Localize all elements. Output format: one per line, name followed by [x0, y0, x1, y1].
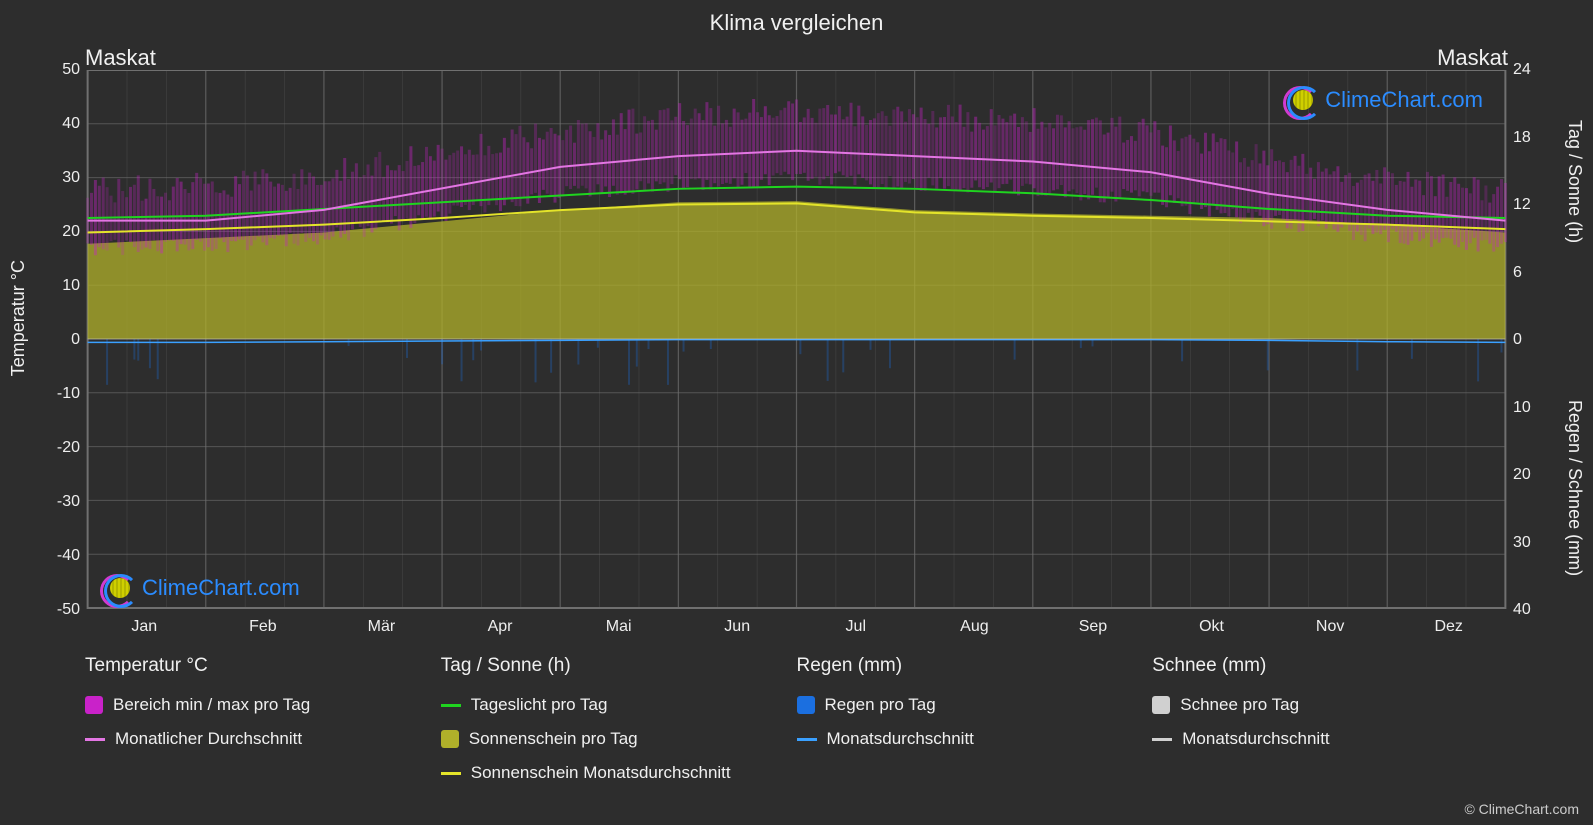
x-tick: Jul	[846, 618, 866, 636]
y-right-tick: 24	[1513, 61, 1543, 79]
brand-icon	[1283, 82, 1319, 118]
swatch-icon	[441, 704, 461, 707]
climate-chart: Klima vergleichen Maskat Maskat Temperat…	[0, 0, 1593, 825]
swatch-icon	[797, 738, 817, 741]
legend-head: Schnee (mm)	[1152, 655, 1508, 677]
legend-item: Tageslicht pro Tag	[441, 695, 797, 715]
legend-label: Monatsdurchschnitt	[827, 729, 974, 749]
y-left-tick: 40	[45, 115, 80, 133]
swatch-icon	[1152, 738, 1172, 741]
x-tick: Sep	[1079, 618, 1107, 636]
legend-label: Tageslicht pro Tag	[471, 695, 608, 715]
x-tick: Feb	[249, 618, 277, 636]
y-left-tick: 50	[45, 61, 80, 79]
swatch-icon	[441, 730, 459, 748]
chart-title: Klima vergleichen	[0, 10, 1593, 36]
y-right-tick: 18	[1513, 129, 1543, 147]
y-left-tick: -30	[45, 493, 80, 511]
y-right-axis-label-bottom: Regen / Schnee (mm)	[1564, 400, 1585, 576]
copyright-text: © ClimeChart.com	[1464, 801, 1579, 817]
legend-group-rain: Regen (mm) Regen pro Tag Monatsdurchschn…	[797, 655, 1153, 783]
swatch-icon	[441, 772, 461, 775]
legend-item: Regen pro Tag	[797, 695, 1153, 715]
y-left-tick: -50	[45, 601, 80, 619]
y-left-tick: 30	[45, 169, 80, 187]
legend-label: Sonnenschein pro Tag	[469, 729, 638, 749]
legend-head: Regen (mm)	[797, 655, 1153, 677]
legend-item: Schnee pro Tag	[1152, 695, 1508, 715]
brand-logo-bottom: ClimeChart.com	[100, 570, 300, 606]
x-tick: Dez	[1434, 618, 1462, 636]
swatch-icon	[85, 738, 105, 741]
y-right-tick: 20	[1513, 466, 1543, 484]
x-tick: Aug	[960, 618, 988, 636]
legend-label: Schnee pro Tag	[1180, 695, 1299, 715]
y-right-tick: 10	[1513, 399, 1543, 417]
legend-item: Bereich min / max pro Tag	[85, 695, 441, 715]
y-right-axis-label-top: Tag / Sonne (h)	[1564, 120, 1585, 243]
brand-logo-top: ClimeChart.com	[1283, 82, 1483, 118]
x-tick: Apr	[488, 618, 513, 636]
brand-text: ClimeChart.com	[1325, 87, 1483, 113]
legend-label: Monatsdurchschnitt	[1182, 729, 1329, 749]
y-right-tick: 40	[1513, 601, 1543, 619]
legend-label: Sonnenschein Monatsdurchschnitt	[471, 763, 731, 783]
legend-label: Regen pro Tag	[825, 695, 936, 715]
y-left-tick: 20	[45, 223, 80, 241]
swatch-icon	[797, 696, 815, 714]
legend-item: Monatsdurchschnitt	[797, 729, 1153, 749]
y-right-tick: 0	[1513, 331, 1543, 349]
location-label-left: Maskat	[85, 45, 156, 71]
legend-item: Monatlicher Durchschnitt	[85, 729, 441, 749]
legend-item: Monatsdurchschnitt	[1152, 729, 1508, 749]
legend-group-sun: Tag / Sonne (h) Tageslicht pro Tag Sonne…	[441, 655, 797, 783]
legend-group-temperature: Temperatur °C Bereich min / max pro Tag …	[85, 655, 441, 783]
y-left-tick: -20	[45, 439, 80, 457]
brand-icon	[100, 570, 136, 606]
x-tick: Jan	[131, 618, 157, 636]
y-left-tick: 10	[45, 277, 80, 295]
swatch-icon	[1152, 696, 1170, 714]
legend-head: Temperatur °C	[85, 655, 441, 677]
x-tick: Nov	[1316, 618, 1344, 636]
legend-item: Sonnenschein pro Tag	[441, 729, 797, 749]
x-tick: Okt	[1199, 618, 1224, 636]
y-right-tick: 6	[1513, 264, 1543, 282]
y-right-tick: 30	[1513, 534, 1543, 552]
legend-item: Sonnenschein Monatsdurchschnitt	[441, 763, 797, 783]
x-tick: Jun	[724, 618, 750, 636]
y-right-tick: 12	[1513, 196, 1543, 214]
y-left-tick: 0	[45, 331, 80, 349]
x-tick: Mär	[368, 618, 396, 636]
legend-label: Bereich min / max pro Tag	[113, 695, 310, 715]
legend-group-snow: Schnee (mm) Schnee pro Tag Monatsdurchsc…	[1152, 655, 1508, 783]
plot-area	[85, 70, 1508, 610]
x-tick: Mai	[606, 618, 632, 636]
brand-text: ClimeChart.com	[142, 575, 300, 601]
location-label-right: Maskat	[1437, 45, 1508, 71]
y-left-tick: -10	[45, 385, 80, 403]
legend: Temperatur °C Bereich min / max pro Tag …	[85, 655, 1508, 783]
y-left-tick: -40	[45, 547, 80, 565]
legend-head: Tag / Sonne (h)	[441, 655, 797, 677]
y-left-axis-label: Temperatur °C	[8, 260, 29, 376]
swatch-icon	[85, 696, 103, 714]
legend-label: Monatlicher Durchschnitt	[115, 729, 302, 749]
